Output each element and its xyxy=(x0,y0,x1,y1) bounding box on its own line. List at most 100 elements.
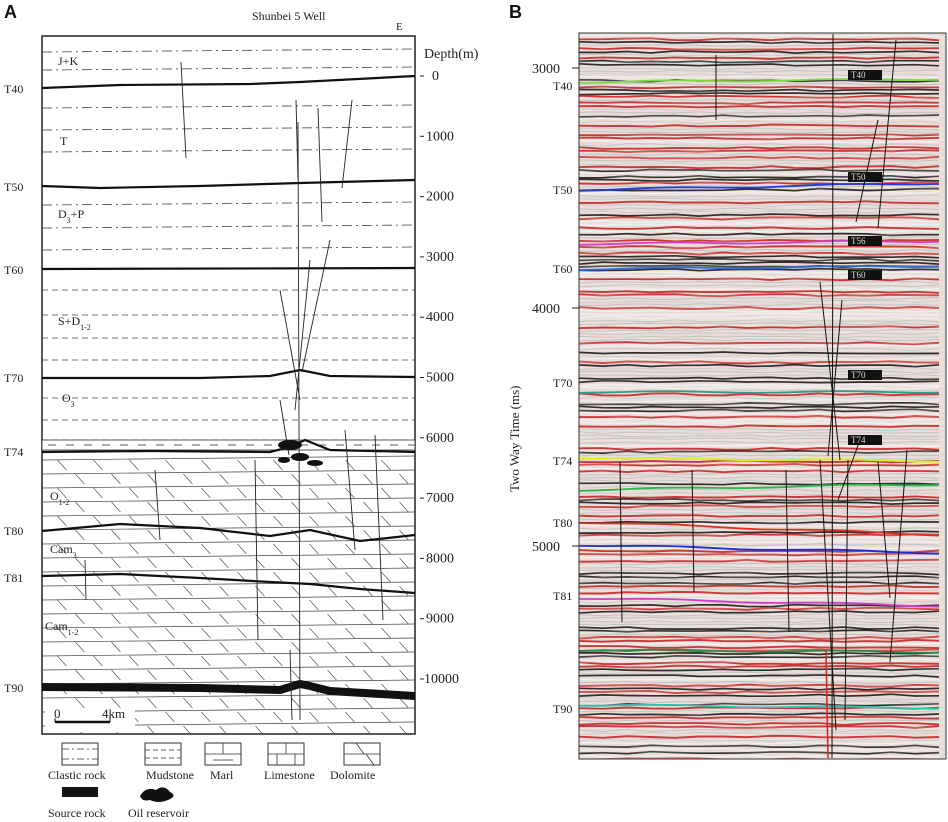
picked-horizon-t50 xyxy=(579,182,940,192)
seismic-fault-10 xyxy=(785,469,790,633)
fault-13 xyxy=(254,459,259,641)
seismic-fault-7 xyxy=(837,439,861,501)
horizon-tag-t74: T74 xyxy=(848,435,882,445)
twt-axis-title: Two Way Time (ms) xyxy=(507,385,522,492)
seismic-horizon-label-t81: T81 xyxy=(553,589,572,603)
seismic-fault-9 xyxy=(691,469,695,593)
picked-horizon-t90 xyxy=(579,703,940,710)
seismic-fault-14 xyxy=(844,459,849,721)
legend-item-mudstone: Mudstone xyxy=(144,742,194,782)
depth-tick-2000: 2000 xyxy=(426,190,454,205)
seismic-frame xyxy=(578,32,947,760)
depth-axis: 0 1000 2000 3000 4000 5000 6000 7000 8000 9000 100… xyxy=(420,69,459,687)
unit-label-1: J+K xyxy=(58,54,78,68)
legend-label-source: Source rock xyxy=(48,806,106,820)
oil-reservoir-2 xyxy=(291,453,309,461)
fault-11 xyxy=(374,434,384,621)
horizon-line-t40 xyxy=(42,74,415,90)
horizon-label-t80: T80 xyxy=(4,524,23,538)
horizon-label-t50: T50 xyxy=(4,180,23,194)
legend-label-clastic: Clastic rock xyxy=(48,768,106,782)
oil-reservoir-3 xyxy=(307,460,323,466)
horizon-tag-text: T70 xyxy=(851,370,866,380)
fault-15 xyxy=(289,649,293,721)
horizon-labels-b: T40 T50 T60 T70 T74 T80 T81 T90 xyxy=(553,79,572,716)
unit-label-7: Cam3 xyxy=(50,542,77,560)
seismic-fault-8 xyxy=(619,461,623,623)
seismic-fault-6 xyxy=(827,299,843,457)
horizon-tags: T40 T50 T56 T60 T70 T74 xyxy=(848,70,882,445)
seismic-section: T40 T50 T56 T60 T70 T74 xyxy=(578,32,947,760)
unit-label-8: Cam1-2 xyxy=(45,619,78,637)
clastic-line xyxy=(42,48,415,53)
legend-item-dolomite: Dolomite xyxy=(330,742,381,782)
seismic-horizon-label-t90: T90 xyxy=(553,702,572,716)
fault-8 xyxy=(301,239,331,373)
seismic-fault-13 xyxy=(819,459,837,731)
legend-label-dolomite: Dolomite xyxy=(330,768,375,782)
clastic-line xyxy=(42,126,415,131)
fault-5 xyxy=(297,121,301,721)
depth-tick-4000: 4000 xyxy=(426,310,454,325)
depth-tick-9000: 9000 xyxy=(426,612,454,627)
seismic-fault-3 xyxy=(855,119,879,223)
seismic-horizon-label-t40: T40 xyxy=(553,79,572,93)
depth-axis-title: Depth(m) xyxy=(424,47,479,62)
horizon-label-t74: T74 xyxy=(4,445,23,459)
unit-label-4: S+D1-2 xyxy=(58,314,91,332)
clastic-line xyxy=(42,66,415,71)
depth-tick-10000: 10000 xyxy=(424,672,459,687)
legend: Clastic rock Mudstone Marl Limestone Dolomit… xyxy=(48,742,381,820)
fault-4 xyxy=(341,99,353,189)
picked-horizon-t70 xyxy=(579,390,939,394)
time-tick-3000: 3000 xyxy=(532,62,560,77)
seismic-horizon-label-t60: T60 xyxy=(553,262,572,276)
oil-reservoir-4 xyxy=(278,457,290,463)
picked-horizon-t80b xyxy=(579,544,940,555)
picked-horizon-t81 xyxy=(579,597,940,608)
depth-tick-6000: 6000 xyxy=(426,431,454,446)
horizon-line-t81 xyxy=(42,572,415,595)
horizon-label-t90: T90 xyxy=(4,681,23,695)
horizon-tag-text: T56 xyxy=(851,236,866,246)
legend-item-oil: Oil reservoir xyxy=(128,787,189,820)
scale-bar-end: 4km xyxy=(102,706,125,721)
unit-label-6: O1-2 xyxy=(50,489,69,507)
horizon-tag-t40: T40 xyxy=(848,70,882,80)
seismic-horizon-label-t50: T50 xyxy=(553,183,572,197)
picked-horizon-t74 xyxy=(579,456,940,463)
picked-horizon-t81b xyxy=(579,648,940,654)
marl-band xyxy=(42,439,415,451)
depth-tick-0: 0 xyxy=(432,69,439,84)
fault-7 xyxy=(279,289,301,401)
legend-item-clastic: Clastic rock xyxy=(48,742,106,782)
horizon-tag-text: T60 xyxy=(851,270,866,280)
fault-3 xyxy=(317,107,323,223)
picked-horizon-t80 xyxy=(579,522,940,537)
well-trace xyxy=(825,649,829,759)
horizon-label-t40: T40 xyxy=(4,82,23,96)
picked-horizon-t60 xyxy=(579,265,940,271)
seismic-horizon-label-t80: T80 xyxy=(553,516,572,530)
time-tick-5000: 5000 xyxy=(532,540,560,555)
clastic-line xyxy=(42,246,415,251)
time-tick-4000: 4000 xyxy=(532,302,560,317)
unit-labels-a: J+K T D3+P S+D1-2 O3 O1-2 Cam3 Cam1-2 xyxy=(45,54,91,637)
legend-item-source: Source rock xyxy=(48,787,106,820)
seismic-faults xyxy=(619,33,908,759)
clastic-line xyxy=(42,104,415,109)
fault-10 xyxy=(344,429,356,551)
fault-12 xyxy=(154,469,161,541)
seismic-horizon-label-t74: T74 xyxy=(553,454,572,468)
direction-label: E xyxy=(396,21,403,33)
cross-section: 0 4km xyxy=(41,35,416,735)
unit-label-3: D3+P xyxy=(58,207,84,225)
fault-1 xyxy=(180,61,187,159)
panel-b-letter: B xyxy=(509,2,522,22)
oil-reservoir-bodies xyxy=(278,440,323,466)
unit-label-2: T xyxy=(60,134,68,148)
clastic-line xyxy=(42,201,415,206)
horizon-tag-t50: T50 xyxy=(848,172,882,182)
legend-item-marl: Marl xyxy=(204,742,242,782)
